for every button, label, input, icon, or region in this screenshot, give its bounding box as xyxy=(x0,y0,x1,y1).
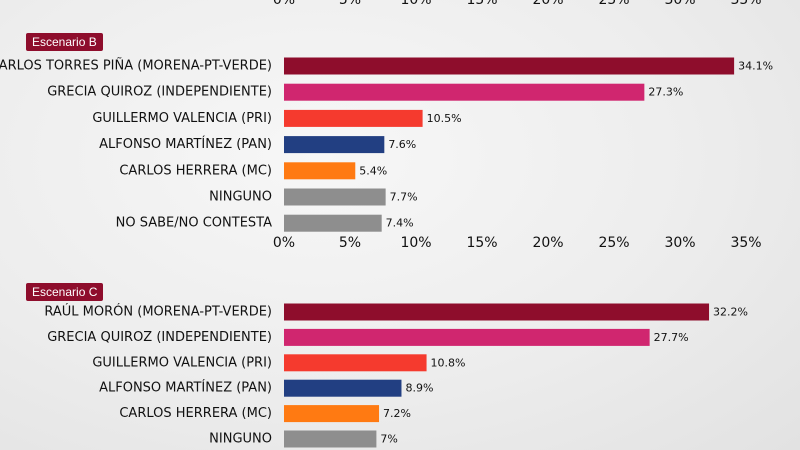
value-label: 10.5% xyxy=(427,112,462,125)
x-tick-label: 15% xyxy=(466,0,497,8)
category-label: CARLOS TORRES PIÑA (MORENA-PT-VERDE) xyxy=(0,58,272,74)
category-label: NINGUNO xyxy=(209,432,272,447)
bar xyxy=(284,328,650,346)
value-label: 7.6% xyxy=(388,138,416,151)
x-tick-label: 30% xyxy=(664,235,695,251)
x-tick-label: 30% xyxy=(664,0,695,8)
bar xyxy=(284,83,645,101)
value-label: 10.8% xyxy=(431,356,466,369)
x-tick-label: 10% xyxy=(400,235,431,251)
bar xyxy=(284,214,382,232)
category-label: NINGUNO xyxy=(209,190,272,205)
value-label: 8.9% xyxy=(405,382,433,395)
x-tick-label: 25% xyxy=(598,235,629,251)
value-label: 7.2% xyxy=(383,407,411,420)
x-tick-label: 5% xyxy=(339,235,361,251)
x-tick-label: 10% xyxy=(400,0,431,8)
category-label: CARLOS HERRERA (MC) xyxy=(119,163,272,178)
bar xyxy=(284,430,377,448)
bar xyxy=(284,57,735,75)
category-label: RAÚL MORÓN (MORENA-PT-VERDE) xyxy=(44,304,272,320)
category-label: NO SABE/NO CONTESTA xyxy=(116,216,272,231)
bar xyxy=(284,354,427,372)
value-label: 27.7% xyxy=(654,331,689,344)
x-tick-label: 20% xyxy=(532,0,563,8)
scenario-c-badge: Escenario C xyxy=(26,283,104,301)
x-tick-label: 15% xyxy=(466,235,497,251)
scenario-b-badge: Escenario B xyxy=(26,33,103,51)
category-label: GUILLERMO VALENCIA (PRI) xyxy=(92,111,272,126)
x-tick-label: 20% xyxy=(532,235,563,251)
bar xyxy=(284,109,423,127)
value-label: 27.3% xyxy=(648,86,683,99)
category-label: GRECIA QUIROZ (INDEPENDIENTE) xyxy=(47,85,272,100)
x-tick-label: 5% xyxy=(339,0,361,8)
category-label: ALFONSO MARTÍNEZ (PAN) xyxy=(99,380,272,396)
x-tick-label: 35% xyxy=(730,0,761,8)
value-label: 7.4% xyxy=(386,217,414,230)
bar xyxy=(284,303,710,321)
bar xyxy=(284,188,386,206)
value-label: 34.1% xyxy=(738,60,773,73)
bar xyxy=(284,136,385,154)
category-label: CARLOS HERRERA (MC) xyxy=(119,406,272,421)
x-tick-label: 25% xyxy=(598,0,629,8)
category-label: GRECIA QUIROZ (INDEPENDIENTE) xyxy=(47,330,272,345)
x-tick-label: 0% xyxy=(273,0,295,8)
bar xyxy=(284,162,356,180)
x-tick-label: 0% xyxy=(273,235,295,251)
x-tick-label: 35% xyxy=(730,235,761,251)
value-label: 7% xyxy=(380,433,397,446)
value-label: 7.7% xyxy=(390,191,418,204)
category-label: GUILLERMO VALENCIA (PRI) xyxy=(92,355,272,370)
bar xyxy=(284,379,402,397)
value-label: 32.2% xyxy=(713,306,748,319)
bar xyxy=(284,405,380,423)
category-label: ALFONSO MARTÍNEZ (PAN) xyxy=(99,136,272,152)
value-label: 5.4% xyxy=(359,164,387,177)
